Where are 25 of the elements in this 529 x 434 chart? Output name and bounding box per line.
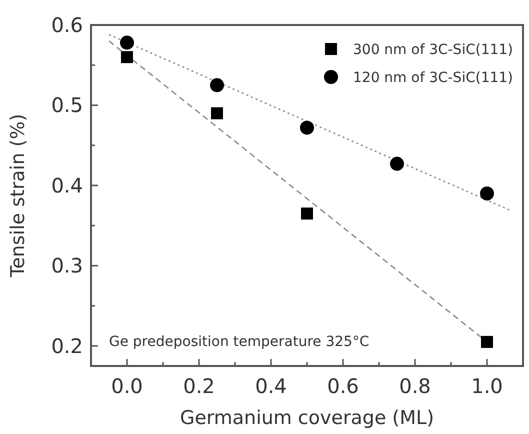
- y-tick-label: 0.4: [51, 173, 83, 198]
- point: [390, 156, 404, 171]
- y-tick-label: 0.6: [51, 13, 83, 37]
- point: [301, 208, 313, 220]
- point: [120, 36, 134, 50]
- y-tick-label: 0.2: [51, 334, 83, 358]
- y-axis-title: Tensile strain (%): [7, 114, 29, 278]
- legend-label: 300 nm of 3C-SiC(111): [353, 42, 514, 58]
- x-tick-label: 0.8: [399, 374, 431, 398]
- y-tick-label: 0.3: [51, 254, 83, 278]
- annotation: Ge predeposition temperature 325°C: [109, 334, 370, 350]
- y-tick-label: 0.5: [51, 93, 83, 118]
- x-tick-label: 0.6: [327, 374, 359, 398]
- x-tick-label: 0.2: [183, 374, 215, 398]
- point: [481, 336, 493, 348]
- point: [480, 186, 494, 200]
- point: [300, 120, 314, 135]
- x-tick-label: 0.0: [111, 374, 143, 398]
- legend-label: 120 nm of 3C-SiC(111): [353, 70, 514, 86]
- point: [211, 107, 223, 120]
- point: [210, 78, 224, 92]
- x-tick-label: 1.0: [471, 374, 503, 398]
- x-axis-title: Germanium coverage (ML): [180, 407, 434, 429]
- point: [121, 51, 133, 64]
- x-tick-label: 0.4: [255, 374, 287, 398]
